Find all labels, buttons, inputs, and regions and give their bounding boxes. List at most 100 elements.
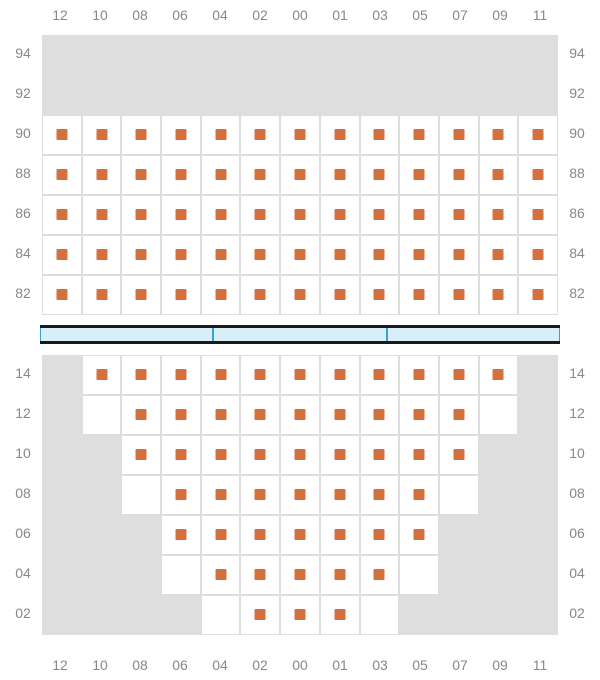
seat-cell[interactable]: [240, 435, 280, 475]
seat-cell[interactable]: [161, 115, 201, 155]
seat-cell[interactable]: [439, 395, 479, 435]
seat-cell[interactable]: [320, 595, 360, 635]
seat-cell[interactable]: [161, 155, 201, 195]
seat-cell[interactable]: [161, 475, 201, 515]
seat-cell[interactable]: [479, 155, 519, 195]
seat-cell[interactable]: [240, 595, 280, 635]
seat-cell[interactable]: [439, 235, 479, 275]
seat-cell[interactable]: [121, 115, 161, 155]
seat-cell[interactable]: [439, 275, 479, 315]
seat-cell[interactable]: [121, 355, 161, 395]
seat-cell[interactable]: [121, 275, 161, 315]
seat-cell[interactable]: [121, 435, 161, 475]
seat-cell[interactable]: [399, 435, 439, 475]
seat-cell[interactable]: [280, 435, 320, 475]
seat-cell[interactable]: [82, 355, 122, 395]
seat-cell[interactable]: [399, 475, 439, 515]
seat-cell[interactable]: [121, 395, 161, 435]
seat-cell[interactable]: [320, 515, 360, 555]
seat-cell[interactable]: [240, 355, 280, 395]
seat-cell[interactable]: [320, 355, 360, 395]
seat-cell[interactable]: [280, 395, 320, 435]
seat-cell[interactable]: [399, 115, 439, 155]
seat-cell[interactable]: [439, 115, 479, 155]
seat-cell[interactable]: [320, 195, 360, 235]
seat-cell[interactable]: [161, 395, 201, 435]
seat-cell[interactable]: [399, 275, 439, 315]
seat-cell[interactable]: [42, 195, 82, 235]
seat-cell[interactable]: [121, 195, 161, 235]
seat-cell[interactable]: [518, 195, 558, 235]
seat-cell[interactable]: [439, 355, 479, 395]
seat-cell[interactable]: [201, 435, 241, 475]
seat-cell[interactable]: [479, 115, 519, 155]
seat-cell[interactable]: [42, 115, 82, 155]
seat-cell[interactable]: [399, 155, 439, 195]
seat-cell[interactable]: [280, 475, 320, 515]
seat-cell[interactable]: [360, 435, 400, 475]
seat-cell[interactable]: [360, 115, 400, 155]
seat-cell[interactable]: [240, 395, 280, 435]
seat-cell[interactable]: [240, 195, 280, 235]
seat-cell[interactable]: [320, 275, 360, 315]
seat-cell[interactable]: [439, 195, 479, 235]
seat-cell[interactable]: [320, 435, 360, 475]
seat-cell[interactable]: [399, 515, 439, 555]
seat-cell[interactable]: [240, 475, 280, 515]
seat-cell[interactable]: [479, 275, 519, 315]
seat-cell[interactable]: [360, 515, 400, 555]
seat-cell[interactable]: [360, 555, 400, 595]
seat-cell[interactable]: [82, 275, 122, 315]
seat-cell[interactable]: [280, 355, 320, 395]
seat-cell[interactable]: [360, 355, 400, 395]
seat-cell[interactable]: [360, 195, 400, 235]
seat-cell[interactable]: [280, 555, 320, 595]
seat-cell[interactable]: [320, 155, 360, 195]
seat-cell[interactable]: [399, 195, 439, 235]
seat-cell[interactable]: [42, 235, 82, 275]
seat-cell[interactable]: [201, 475, 241, 515]
seat-cell[interactable]: [518, 155, 558, 195]
seat-cell[interactable]: [320, 115, 360, 155]
seat-cell[interactable]: [518, 275, 558, 315]
seat-cell[interactable]: [82, 115, 122, 155]
seat-cell[interactable]: [161, 195, 201, 235]
seat-cell[interactable]: [280, 155, 320, 195]
seat-cell[interactable]: [320, 235, 360, 275]
seat-cell[interactable]: [360, 235, 400, 275]
seat-cell[interactable]: [121, 235, 161, 275]
seat-cell[interactable]: [518, 115, 558, 155]
seat-cell[interactable]: [161, 515, 201, 555]
seat-cell[interactable]: [399, 355, 439, 395]
seat-cell[interactable]: [280, 515, 320, 555]
seat-cell[interactable]: [201, 395, 241, 435]
seat-cell[interactable]: [320, 475, 360, 515]
seat-cell[interactable]: [399, 395, 439, 435]
seat-cell[interactable]: [280, 235, 320, 275]
seat-cell[interactable]: [280, 275, 320, 315]
seat-cell[interactable]: [320, 555, 360, 595]
seat-cell[interactable]: [201, 555, 241, 595]
seat-cell[interactable]: [82, 195, 122, 235]
seat-cell[interactable]: [201, 155, 241, 195]
seat-cell[interactable]: [161, 275, 201, 315]
seat-cell[interactable]: [240, 155, 280, 195]
seat-cell[interactable]: [399, 235, 439, 275]
seat-cell[interactable]: [280, 115, 320, 155]
seat-cell[interactable]: [360, 155, 400, 195]
seat-cell[interactable]: [121, 155, 161, 195]
seat-cell[interactable]: [82, 235, 122, 275]
seat-cell[interactable]: [518, 235, 558, 275]
seat-cell[interactable]: [42, 275, 82, 315]
seat-cell[interactable]: [201, 115, 241, 155]
seat-cell[interactable]: [201, 275, 241, 315]
seat-cell[interactable]: [439, 155, 479, 195]
seat-cell[interactable]: [240, 275, 280, 315]
seat-cell[interactable]: [240, 515, 280, 555]
seat-cell[interactable]: [280, 595, 320, 635]
seat-cell[interactable]: [360, 475, 400, 515]
seat-cell[interactable]: [161, 435, 201, 475]
seat-cell[interactable]: [280, 195, 320, 235]
seat-cell[interactable]: [360, 275, 400, 315]
seat-cell[interactable]: [201, 355, 241, 395]
